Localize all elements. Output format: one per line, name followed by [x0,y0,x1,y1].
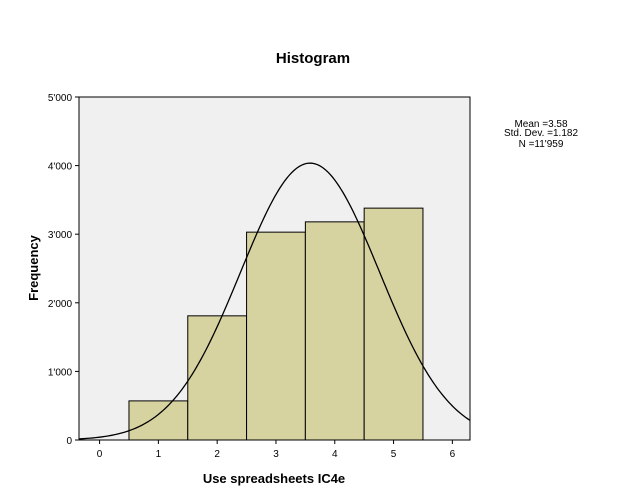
x-tick-label: 0 [97,449,103,460]
y-tick-label: 3'000 [48,230,73,241]
stats-n: N =11'959 [519,139,564,150]
stats-mean: Mean =3.58 [514,119,568,130]
x-tick-label: 3 [273,449,279,460]
normal-curve [78,162,471,440]
x-tick-label: 5 [391,449,397,460]
x-axis-title: Use spreadsheets IC4e [203,471,345,486]
y-tick-label: 2'000 [48,299,73,310]
x-tick-label: 4 [332,449,338,460]
histogram-bar [187,315,248,441]
chart-title: Histogram [276,50,350,67]
y-tick-label: 1'000 [48,367,73,378]
x-tick-label: 2 [214,449,220,460]
histogram-bar [363,207,424,441]
y-axis-title: Frequency [26,234,41,301]
stats-std-dev: Std. Dev. =1.182 [504,128,578,139]
bars-layer [128,207,424,441]
x-ticks: 0 1 2 3 4 5 6 [97,440,456,460]
histogram-bar [128,400,189,441]
y-ticks: 0 1'000 2'000 3'000 4'000 5'000 [48,93,79,447]
histogram-bar [246,231,306,441]
x-tick-label: 6 [450,449,456,460]
histogram-bar [304,221,365,441]
y-tick-label: 0 [66,436,72,447]
y-tick-label: 4'000 [48,162,73,173]
stats-box: Mean =3.58 Std. Dev. =1.182 N =11'959 [504,119,578,150]
x-tick-label: 1 [156,449,162,460]
y-tick-label: 5'000 [48,93,73,104]
